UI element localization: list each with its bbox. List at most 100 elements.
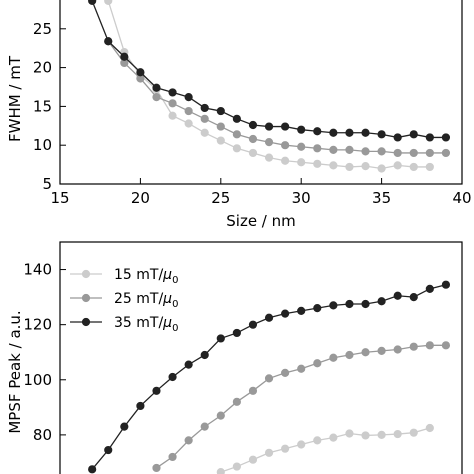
mpsf-data-point [216,467,225,474]
mpsf-data-point [232,328,241,338]
fwhm-data-point [216,106,225,116]
mpsf-data-point [393,429,402,439]
mpsf-data-point [313,359,322,368]
mpsf-data-point [361,431,370,440]
mpsf-y-tick-label: 80 [33,426,52,444]
fwhm-data-point [184,92,193,102]
mpsf-data-point [152,386,161,395]
fwhm-x-tick-label: 25 [211,189,230,207]
mpsf-data-point [264,448,274,457]
legend-entry-symbol: μ [162,291,172,307]
mpsf-data-point [425,284,434,293]
legend-entry-main: 25 mT/ [114,291,163,307]
fwhm-data-point [393,161,402,170]
legend-entry-main: 15 mT/ [114,267,163,283]
mpsf-y-tick-label: 120 [23,316,52,334]
mpsf-data-point [345,299,354,309]
fwhm-data-point [88,0,97,5]
mpsf-data-point [248,320,258,329]
fwhm-x-tick-label: 15 [50,189,69,207]
fwhm-data-point [232,114,241,123]
mpsf-data-point [313,436,322,445]
mpsf-plot-frame [59,241,463,474]
fwhm-data-point [264,122,274,131]
mpsf-data-point [345,429,354,438]
fwhm-data-point [136,68,145,77]
mpsf-data-point [200,422,209,431]
fwhm-data-point [200,128,209,137]
fwhm-data-point [232,144,241,153]
fwhm-data-point [409,130,418,139]
fwhm-data-point [361,128,370,137]
mpsf-data-point [232,397,241,406]
fwhm-data-point [409,148,418,158]
mpsf-series-group [88,280,451,474]
mpsf-y-tick-label: 140 [23,261,52,279]
mpsf-ticks-group: 80 100 120 140 [23,261,66,444]
mpsf-data-point [281,309,290,318]
fwhm-data-point [345,128,354,137]
mpsf-data-point [361,299,370,309]
mpsf-y-tick-label: 100 [23,371,52,389]
mpsf-data-point [216,334,225,343]
mpsf-data-point [313,304,322,313]
mpsf-data-point [297,364,306,373]
fwhm-data-point [168,88,177,97]
fwhm-data-point [329,128,338,137]
fwhm-data-point [281,122,290,131]
fwhm-ticks-group: 15 20 25 30 35 40 5 10 15 20 25 [33,20,472,207]
mpsf-data-point [409,342,418,351]
legend-entry-subscript: 0 [172,299,178,310]
mpsf-data-point [361,348,370,357]
mpsf-data-point [409,293,418,302]
mpsf-data-point [345,350,354,360]
fwhm-y-tick-label: 10 [33,136,52,154]
fwhm-data-point [377,164,386,173]
mpsf-data-point [120,422,129,431]
fwhm-plot-frame [59,0,463,185]
fwhm-data-point [152,92,161,102]
mpsf-data-point [409,428,418,437]
fwhm-data-point [345,162,354,172]
legend-swatch-marker [81,269,91,279]
mpsf-data-point [281,444,290,453]
fwhm-data-point [248,148,258,158]
legend-entry-subscript: 0 [172,275,178,286]
fwhm-x-tick-label: 30 [292,189,311,207]
mpsf-data-point [329,433,338,442]
mpsf-data-point [264,313,274,322]
fwhm-data-point [200,103,209,113]
fwhm-data-point [313,144,322,153]
fwhm-x-tick-label: 40 [452,189,471,207]
fwhm-data-point [248,120,258,130]
fwhm-data-point [152,83,161,92]
fwhm-data-point [184,119,193,128]
mpsf-data-point [425,423,434,433]
fwhm-data-point [425,148,434,158]
fwhm-data-point [281,141,290,150]
mpsf-data-point [441,341,451,350]
legend-swatch-marker [81,317,91,327]
fwhm-data-point [104,0,113,5]
fwhm-y-tick-label: 5 [42,175,52,193]
fwhm-data-point [441,148,451,158]
legend-swatch-marker [81,293,91,303]
fwhm-series-line [107,40,446,154]
fwhm-data-point [313,127,322,136]
fwhm-x-tick-label: 35 [372,189,391,207]
mpsf-data-point [377,297,386,306]
fwhm-data-point [264,153,274,162]
legend-entry-subscript: 0 [172,323,178,334]
fwhm-data-point [297,142,306,151]
fwhm-data-point [232,130,241,139]
mpsf-data-point [264,374,274,383]
fwhm-data-point [248,134,258,144]
mpsf-data-point [393,291,402,300]
fwhm-y-axis-title: FWHM / mT [6,55,24,142]
mpsf-data-point [425,341,434,350]
fwhm-data-point [329,161,338,170]
fwhm-data-point [104,37,113,46]
fwhm-data-point [345,145,354,154]
mpsf-data-point [168,372,177,382]
